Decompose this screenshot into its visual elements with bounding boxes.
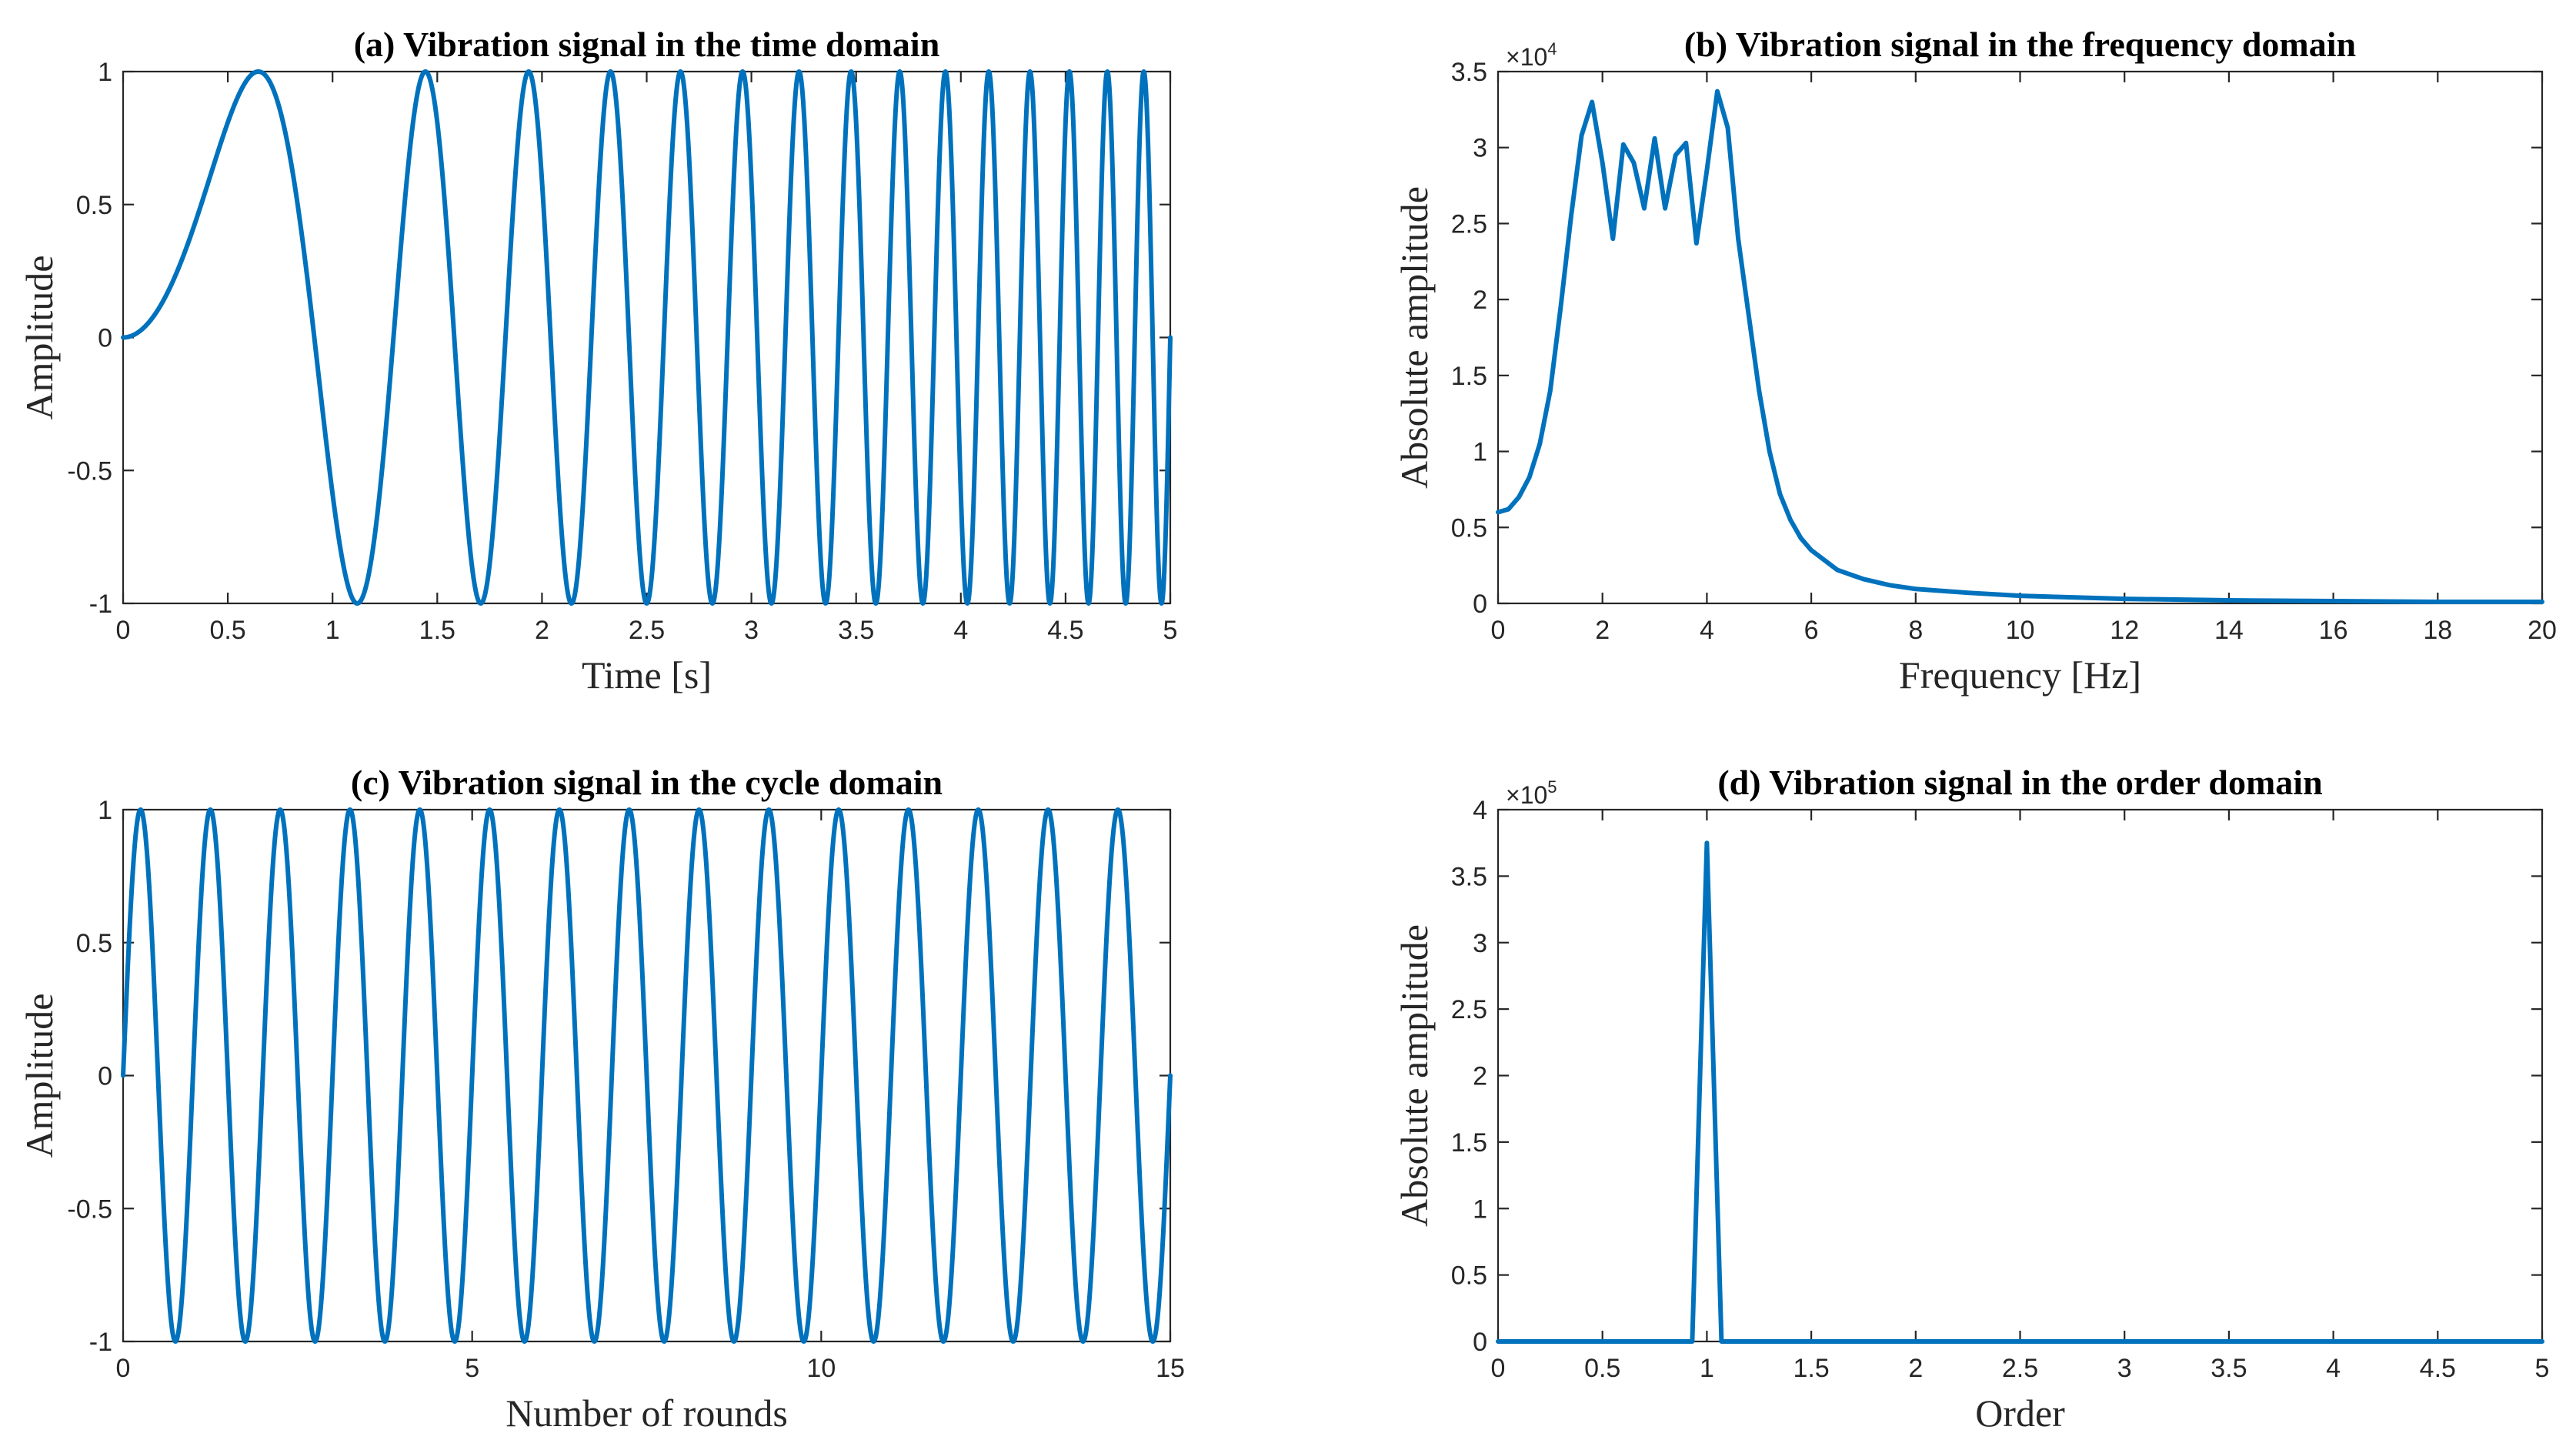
- y-tick-label: 1.5: [1451, 362, 1487, 391]
- series-line: [121, 807, 1173, 1344]
- y-tick-label: -1: [89, 1328, 112, 1357]
- x-axis-label: Frequency [Hz]: [1899, 653, 2141, 697]
- x-tick-label: 5: [2535, 1354, 2550, 1383]
- y-tick-label: 2: [1473, 286, 1487, 315]
- y-exponent-label: ×105: [1506, 777, 1557, 809]
- x-tick-label: 4: [1700, 616, 1714, 645]
- x-tick-label: 3: [744, 616, 759, 645]
- y-tick-label: 3.5: [1451, 862, 1487, 891]
- exponent-power: 4: [1547, 39, 1557, 58]
- exponent-base: ×10: [1506, 781, 1547, 809]
- y-tick-label: 2: [1473, 1062, 1487, 1091]
- x-tick-label: 18: [2423, 616, 2452, 645]
- x-tick-label: 10: [2006, 616, 2035, 645]
- x-tick-label: 1.5: [419, 616, 455, 645]
- x-tick-label: 0.5: [1584, 1354, 1620, 1383]
- y-tick-label: 1: [98, 796, 112, 825]
- y-exponent-label: ×104: [1506, 39, 1557, 71]
- y-axis-label: Absolute amplitude: [1393, 924, 1436, 1227]
- x-axis-label: Number of rounds: [506, 1392, 788, 1435]
- x-tick-label: 4.5: [2420, 1354, 2456, 1383]
- x-tick-label: 1: [325, 616, 340, 645]
- y-tick-label: 1: [98, 58, 112, 87]
- x-tick-label: 6: [1804, 616, 1819, 645]
- y-tick-label: 0.5: [76, 191, 112, 220]
- x-tick-label: 12: [2110, 616, 2139, 645]
- y-axis-label: Absolute amplitude: [1393, 186, 1436, 489]
- x-tick-label: 5: [1163, 616, 1178, 645]
- x-tick-label: 0: [116, 1354, 131, 1383]
- x-tick-label: 16: [2319, 616, 2348, 645]
- x-tick-label: 10: [806, 1354, 836, 1383]
- y-tick-label: 1.5: [1451, 1128, 1487, 1158]
- x-tick-label: 2.5: [2002, 1354, 2038, 1383]
- x-tick-label: 0: [1491, 616, 1506, 645]
- x-axis-label: Order: [1975, 1392, 2065, 1435]
- chart-panel-a: (a) Vibration signal in the time domain 0…: [18, 25, 1177, 697]
- y-tick-label: 3.5: [1451, 58, 1487, 87]
- y-tick-label: 2.5: [1451, 995, 1487, 1024]
- x-tick-label: 4: [953, 616, 968, 645]
- y-tick-label: -1: [89, 590, 112, 619]
- exponent-base: ×10: [1506, 43, 1547, 71]
- y-tick-label: -0.5: [67, 1194, 112, 1224]
- y-tick-label: 0.5: [1451, 513, 1487, 543]
- y-tick-label: 1: [1473, 1194, 1487, 1224]
- chart-panel-d: (d) Vibration signal in the order domain…: [1393, 763, 2549, 1435]
- y-axis-label: Amplitude: [18, 256, 61, 420]
- chart-title: (b) Vibration signal in the frequency do…: [1684, 25, 2356, 64]
- y-tick-label: 3: [1473, 134, 1487, 163]
- x-tick-label: 2.5: [629, 616, 665, 645]
- x-tick-label: 0: [116, 616, 131, 645]
- series-line: [1496, 89, 2544, 605]
- x-axis-label: Time [s]: [582, 653, 712, 697]
- y-tick-label: 4: [1473, 796, 1487, 825]
- x-tick-label: 20: [2528, 616, 2557, 645]
- x-tick-label: 8: [1908, 616, 1923, 645]
- chart-title: (c) Vibration signal in the cycle domain: [351, 763, 943, 802]
- y-tick-label: 2.5: [1451, 209, 1487, 239]
- x-tick-label: 3.5: [838, 616, 874, 645]
- x-tick-label: 14: [2214, 616, 2244, 645]
- x-tick-label: 2: [535, 616, 549, 645]
- chart-title: (d) Vibration signal in the order domain: [1717, 763, 2322, 802]
- axes-box: [1497, 808, 2544, 1343]
- series-line: [121, 69, 1173, 606]
- chart-panel-b: (b) Vibration signal in the frequency do…: [1393, 25, 2557, 697]
- y-tick-label: 1: [1473, 438, 1487, 467]
- x-tick-label: 2: [1595, 616, 1610, 645]
- y-tick-label: -0.5: [67, 456, 112, 486]
- y-tick-label: 0.5: [76, 929, 112, 958]
- y-tick-label: 0: [98, 1062, 112, 1091]
- chart-panel-c: (c) Vibration signal in the cycle domain…: [18, 763, 1185, 1435]
- y-axis-label: Amplitude: [18, 994, 61, 1158]
- y-tick-label: 0: [1473, 590, 1487, 619]
- y-tick-label: 0: [98, 324, 112, 353]
- x-tick-label: 1.5: [1793, 1354, 1829, 1383]
- series-line: [1496, 840, 2544, 1344]
- x-tick-label: 5: [465, 1354, 479, 1383]
- x-tick-label: 0: [1491, 1354, 1506, 1383]
- x-tick-label: 2: [1908, 1354, 1923, 1383]
- x-tick-label: 0.5: [209, 616, 245, 645]
- y-tick-label: 0: [1473, 1328, 1487, 1357]
- x-tick-label: 3.5: [2211, 1354, 2247, 1383]
- x-tick-label: 15: [1156, 1354, 1185, 1383]
- x-tick-label: 1: [1700, 1354, 1714, 1383]
- chart-title: (a) Vibration signal in the time domain: [354, 25, 940, 64]
- x-tick-label: 3: [2117, 1354, 2132, 1383]
- x-tick-label: 4.5: [1047, 616, 1083, 645]
- exponent-power: 5: [1547, 777, 1557, 797]
- x-tick-label: 4: [2326, 1354, 2341, 1383]
- y-tick-label: 0.5: [1451, 1261, 1487, 1291]
- y-tick-label: 3: [1473, 929, 1487, 958]
